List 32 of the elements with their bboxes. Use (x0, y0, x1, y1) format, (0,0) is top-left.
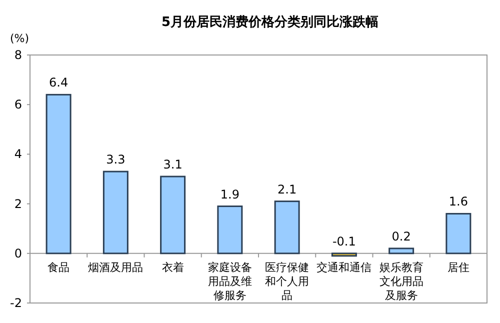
data-label: 6.4 (49, 76, 68, 90)
x-tick-label: 烟酒及用品 (87, 261, 144, 276)
y-tick-label: 6 (14, 98, 22, 112)
bar (102, 170, 128, 254)
x-tick-label: 医疗保健和个人用品 (264, 261, 310, 304)
bar (46, 94, 72, 254)
y-tick-label: 0 (14, 246, 22, 260)
data-label: 3.3 (106, 152, 126, 167)
chart-title: 5月份居民消费价格分类别同比涨跌幅 (161, 15, 379, 30)
x-tick-label: 衣着 (160, 261, 185, 276)
data-label: -0.1 (332, 234, 356, 248)
data-label: 0.2 (392, 229, 411, 244)
data-label: 1.6 (448, 194, 468, 209)
y-tick-label: 8 (14, 48, 22, 62)
y-axis-title: (%) (10, 32, 30, 45)
bar (388, 248, 414, 254)
bar (217, 206, 243, 254)
y-tick-label: -2 (10, 296, 22, 310)
bar (446, 212, 472, 254)
x-tick-label: 家庭设备用品及维修服务 (206, 261, 253, 304)
x-tick-label: 交通和通信 (316, 261, 373, 276)
x-tick-label: 食品 (46, 261, 71, 276)
y-tick-label: 4 (14, 147, 22, 162)
data-label: 3.1 (163, 158, 182, 172)
bar (160, 176, 186, 254)
x-tick-label: 娱乐教育文化用品及服务 (378, 261, 424, 304)
data-label: 1.9 (220, 187, 240, 202)
y-tick-label: 2 (14, 196, 22, 211)
data-label: 2.1 (278, 182, 297, 196)
bar (274, 200, 300, 254)
x-tick-label: 居住 (446, 261, 470, 276)
bar (331, 252, 357, 257)
